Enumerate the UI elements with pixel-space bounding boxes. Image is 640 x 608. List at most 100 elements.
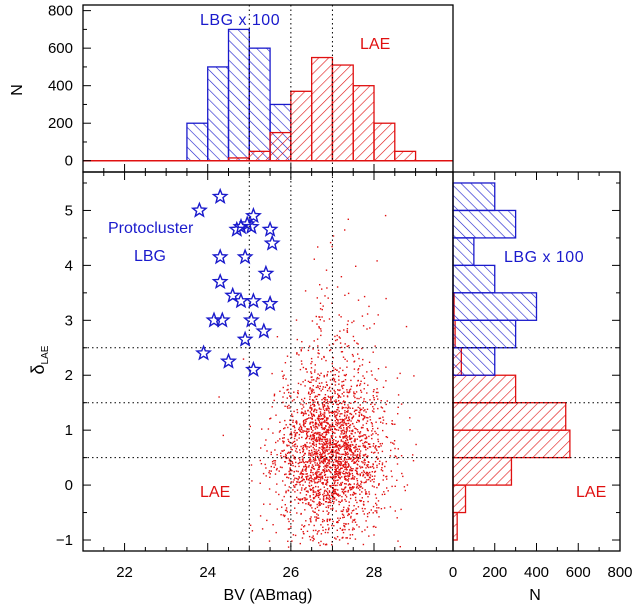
lae-point [293, 399, 295, 401]
lae-point [325, 425, 327, 427]
lae-point [344, 418, 346, 420]
lae-point [306, 436, 308, 439]
lae-point [382, 474, 385, 477]
lae-point [281, 499, 284, 501]
lae-point [343, 475, 346, 478]
lae-point [325, 408, 327, 410]
lae-point [354, 396, 356, 399]
lae-point [371, 425, 374, 427]
lae-point [339, 444, 341, 446]
lae-point [327, 528, 330, 531]
lae-point [302, 478, 304, 481]
lae-point [357, 458, 359, 460]
lae-point [301, 524, 303, 526]
lae-point [353, 368, 356, 370]
lae-point [337, 389, 339, 391]
lae-point [328, 459, 330, 461]
lae-point [286, 511, 288, 513]
lae-point [401, 472, 403, 475]
lae-point [342, 401, 344, 403]
lae-point [310, 516, 312, 518]
lae-point [319, 440, 321, 442]
lae-point [337, 494, 339, 496]
lae-point [273, 466, 275, 468]
lae-point [400, 403, 403, 405]
lae-point [349, 388, 352, 390]
lae-point [349, 537, 351, 540]
lae-point [309, 393, 311, 396]
lae-point [334, 497, 336, 499]
lae-point [343, 448, 346, 451]
lae-point [366, 465, 369, 468]
lae-point [304, 419, 306, 421]
lae-point [338, 463, 340, 465]
lae-point [322, 456, 325, 458]
lae-point [310, 390, 313, 392]
lae-point [355, 265, 357, 267]
lae-point [335, 473, 338, 475]
lae-point [341, 464, 343, 466]
lae-point [321, 428, 324, 430]
lae-point [367, 473, 370, 475]
lae-point [342, 509, 345, 511]
lae-point [350, 478, 352, 480]
lae-point [339, 367, 341, 369]
lae-point [301, 458, 304, 461]
lae-point [366, 513, 369, 515]
lae-point [352, 430, 354, 433]
lae-point [296, 409, 298, 411]
lae-point [326, 407, 328, 409]
lae-point [351, 460, 353, 462]
lae-point [354, 457, 357, 459]
lae-point [365, 449, 367, 451]
lae-point [333, 525, 335, 527]
lae-point [356, 429, 359, 431]
lae-point [324, 474, 327, 476]
lae-point [285, 490, 287, 492]
lae-point [337, 412, 339, 414]
lae-point [311, 451, 313, 453]
lae-point [323, 443, 325, 445]
lae-point [336, 471, 339, 473]
lae-point [337, 462, 339, 464]
lae-point [367, 417, 369, 419]
lae-point [318, 377, 320, 380]
lae-point [322, 526, 324, 528]
x-tick-label: 400 [524, 564, 549, 581]
lae-point [348, 448, 351, 450]
lae-point [314, 482, 316, 484]
lae-point [325, 498, 328, 500]
lae-point [350, 517, 352, 519]
lae-point [330, 501, 332, 504]
lae-point [363, 382, 366, 385]
lae-point [309, 488, 311, 490]
lae-point [307, 380, 310, 383]
lae-point [400, 508, 402, 511]
lae-point [304, 410, 306, 412]
lae-point [324, 436, 326, 438]
lae-point [362, 407, 364, 409]
lae-point [293, 431, 295, 434]
lae-point [329, 415, 331, 417]
lae-point [328, 432, 330, 434]
lae-point [324, 483, 327, 485]
lae-point [346, 360, 348, 362]
lae-point [359, 404, 361, 406]
lae-point [311, 390, 313, 393]
lae-point [303, 425, 305, 427]
lae-point [385, 436, 387, 438]
lae-point [313, 454, 315, 456]
lae-point [307, 503, 310, 506]
lae-point [319, 415, 321, 418]
lae-point [311, 408, 313, 410]
lae-point [320, 476, 322, 478]
lae-point [346, 453, 348, 456]
lae-point [263, 503, 265, 505]
lae-point [318, 382, 321, 384]
lae-point [327, 505, 329, 507]
lae-point [343, 400, 345, 402]
lae-point [350, 420, 352, 422]
lae-point [338, 389, 340, 392]
lae-point [312, 424, 314, 427]
lae-point [345, 537, 347, 539]
